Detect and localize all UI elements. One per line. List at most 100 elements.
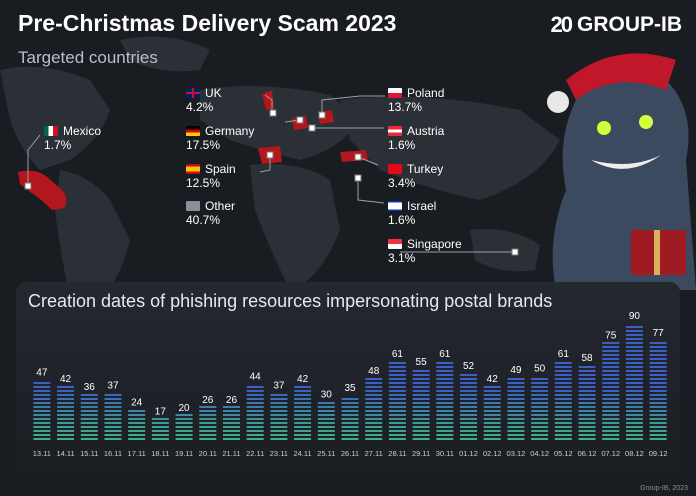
other-flag-icon: [186, 201, 200, 211]
bar-21.11: [222, 406, 240, 440]
connector-uk: [264, 94, 273, 112]
bar-value-label: 55: [416, 357, 428, 368]
x-tick-label: 25.11: [317, 449, 335, 458]
bar-25.11: [317, 402, 335, 440]
x-tick-label: 21.11: [222, 449, 240, 458]
x-tick-label: 16.11: [104, 449, 122, 458]
bar-22.11: [246, 386, 264, 440]
bar-value-label: 36: [84, 382, 96, 393]
country-tag-austria: Austria 1.6%: [388, 124, 444, 152]
bar-27.11: [365, 378, 383, 440]
bar-23.11: [270, 394, 288, 440]
x-tick-label: 13.11: [33, 449, 51, 458]
x-tick-label: 06.12: [578, 449, 597, 458]
bar-29.11: [412, 370, 430, 440]
country-name: Turkey: [407, 162, 444, 176]
country-pct: 1.6%: [388, 213, 416, 227]
bar-value-label: 42: [60, 374, 72, 385]
x-tick-label: 08.12: [625, 449, 644, 458]
bar-14.11: [57, 386, 75, 440]
x-tick-label: 26.11: [341, 449, 359, 458]
bar-value-label: 37: [107, 380, 119, 391]
spain-flag-icon: [186, 164, 200, 174]
bar-value-label: 20: [179, 403, 191, 414]
x-tick-label: 28.11: [388, 449, 406, 458]
x-tick-label: 18.11: [151, 449, 169, 458]
country-tag-israel: Israel 1.6%: [388, 199, 436, 227]
country-pct: 13.7%: [388, 100, 423, 114]
bar-07.12: [602, 342, 620, 440]
copyright: Group-IB, 2023: [640, 485, 688, 492]
bar-value-label: 61: [439, 349, 451, 360]
x-tick-label: 29.11: [412, 449, 430, 458]
bar-19.11: [175, 414, 193, 440]
x-tick-label: 27.11: [365, 449, 383, 458]
country-tag-spain: Spain 12.5%: [186, 162, 236, 190]
country-name: Germany: [205, 124, 255, 138]
bar-value-label: 37: [273, 380, 285, 391]
connector-spain: [259, 155, 271, 173]
x-tick-label: 17.11: [128, 449, 146, 458]
bar-17.11: [128, 410, 146, 440]
grinch-cat-illustration: [547, 53, 696, 290]
bar-value-label: 77: [653, 328, 665, 339]
bar-13.11: [33, 382, 51, 440]
bar-09.12: [649, 342, 667, 440]
bar-20.11: [199, 406, 217, 440]
bar-value-label: 26: [226, 395, 238, 406]
singapore-flag-icon: [388, 239, 402, 249]
country-name: Mexico: [63, 124, 102, 138]
country-pct: 1.7%: [44, 138, 72, 152]
logo-mark: 20: [550, 12, 574, 37]
bar-01.12: [460, 374, 478, 440]
bar-28.11: [388, 362, 406, 440]
country-name: Israel: [407, 199, 437, 213]
chart-title: Creation dates of phishing resources imp…: [28, 291, 553, 311]
connector-israel: [357, 178, 385, 204]
x-tick-label: 14.11: [56, 449, 74, 458]
bar-value-label: 30: [321, 390, 333, 401]
bar-value-label: 24: [131, 398, 143, 409]
x-tick-label: 03.12: [507, 449, 526, 458]
country-tag-other: Other 40.7%: [186, 199, 235, 227]
bar-value-label: 49: [510, 365, 522, 376]
x-tick-label: 15.11: [80, 449, 98, 458]
x-tick-label: 02.12: [483, 449, 502, 458]
x-tick-label: 24.11: [293, 449, 311, 458]
bar-value-label: 48: [368, 366, 380, 377]
country-tag-uk: UK 4.2%: [186, 86, 222, 114]
x-tick-label: 19.11: [175, 449, 193, 458]
bar-value-label: 75: [605, 331, 617, 342]
country-name: UK: [205, 86, 222, 100]
country-tag-turkey: Turkey 3.4%: [388, 162, 443, 190]
x-tick-label: 20.11: [199, 449, 217, 458]
chart-panel: [16, 282, 680, 472]
bar-04.12: [531, 378, 549, 440]
bar-30.11: [436, 362, 454, 440]
country-pct: 17.5%: [186, 138, 221, 152]
austria-flag-icon: [388, 126, 402, 136]
bar-value-label: 42: [297, 374, 309, 385]
bar-value-label: 47: [36, 367, 48, 378]
bar-value-label: 35: [344, 383, 356, 394]
country-tag-poland: Poland 13.7%: [388, 86, 444, 114]
country-name: Other: [205, 199, 236, 213]
bar-value-label: 61: [558, 349, 570, 360]
country-pct: 3.4%: [388, 176, 416, 190]
connector-mexico: [27, 134, 41, 186]
country-pct: 12.5%: [186, 176, 221, 190]
israel-flag-icon: [388, 201, 402, 211]
bar-value-label: 58: [581, 353, 593, 364]
bar-02.12: [483, 386, 501, 440]
bar-24.11: [294, 386, 312, 440]
x-tick-label: 22.11: [246, 449, 264, 458]
bar-value-label: 52: [463, 361, 475, 372]
bar-15.11: [80, 394, 98, 440]
bar-16.11: [104, 394, 122, 440]
bar-value-label: 26: [202, 395, 214, 406]
x-tick-label: 04.12: [530, 449, 549, 458]
connector-poland: [321, 95, 385, 115]
country-pct: 4.2%: [186, 100, 214, 114]
country-name: Spain: [205, 162, 236, 176]
